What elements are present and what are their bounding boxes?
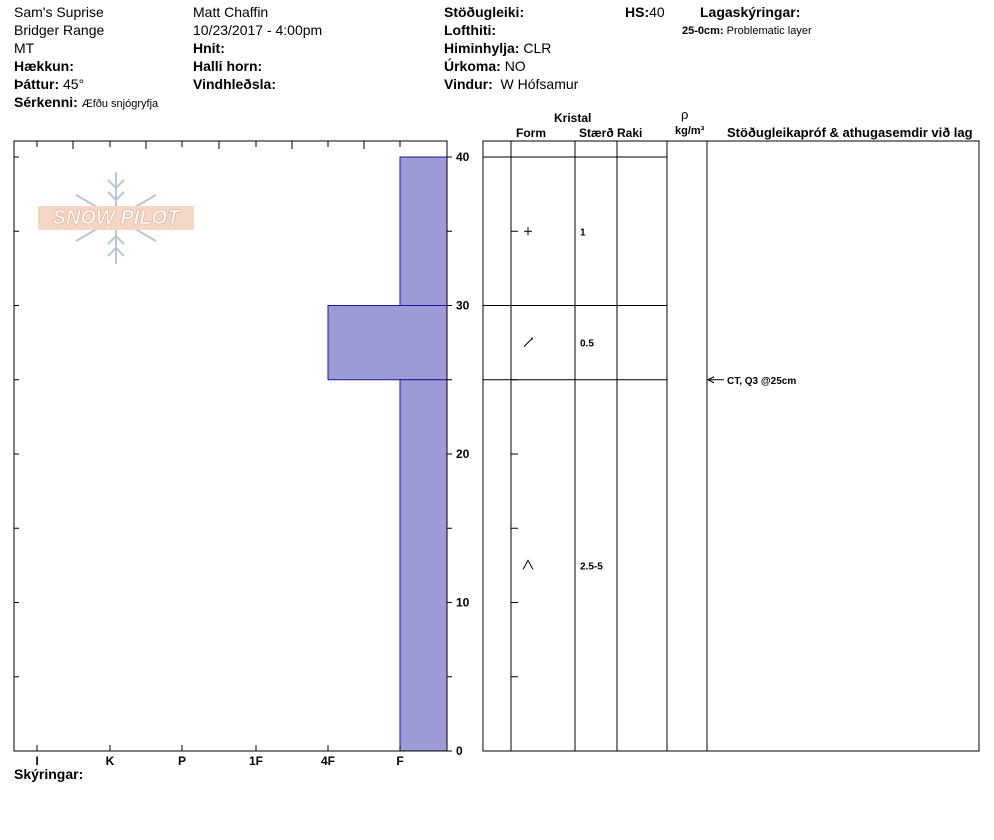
x-tick-label: I [35,754,38,768]
hs-row: HS:40 [625,4,665,20]
precip-label: Úrkoma: [444,58,501,74]
x-tick-label: P [178,754,186,768]
slope-label: Halli horn: [193,58,263,74]
wind-value: W Hófsamur [500,76,579,92]
sky-value: CLR [523,40,552,56]
aspect-value: 45° [63,76,85,92]
layer-notes-label: Lagaskýringar: [700,4,801,20]
crystal-size-value: 0.5 [580,339,594,350]
wind-loading-label: Vindhleðsla: [193,76,276,92]
sky-row: Himinhylja: CLR [444,40,551,56]
form-decomposed-icon [523,338,533,347]
observer-name: Matt Chaffin [193,4,269,20]
crystal-size-value: 2.5-5 [580,561,603,572]
layer-note: 25-0cm: Problematic layer [682,23,812,39]
sky-label: Himinhylja: [444,40,520,56]
form-depth-hoar-icon [522,559,534,570]
location-name: Sam's Suprise [14,4,104,20]
crystal-header: Kristal [554,111,592,125]
x-tick-label: K [106,754,115,768]
features-label: Sérkenni: [14,94,78,110]
logo-text: SNOW PILOT [38,206,194,230]
aspect-row: Þáttur: 45° [14,76,84,92]
test-arrow-head [706,376,715,384]
hardness-plot-frame [13,140,448,752]
layer-table-frame [482,140,980,752]
stability-test-header: Stöðugleikapróf & athugasemdir við lag [727,125,973,140]
x-tick-label: 1F [249,754,263,768]
y-tick-label: 0 [456,744,463,758]
notes-label: Skýringar: [14,766,84,782]
stability-test-label: CT, Q3 @25cm [727,376,796,387]
coords-label: Hnit: [193,40,225,56]
hardness-bar [399,379,448,752]
wind-label: Vindur: [444,76,493,92]
layer-note-text: Problematic layer [726,25,812,37]
features-row: Sérkenni: Æfðu snjógryfja [14,94,158,112]
density-symbol: ρ [681,107,689,122]
range-name: Bridger Range [14,22,105,38]
hs-label: HS: [625,4,650,20]
elevation-label: Hækkun: [14,58,74,74]
y-tick-label: 40 [456,150,470,164]
y-tick-label: 10 [456,596,470,610]
form-header: Form [516,126,546,140]
precip-row: Úrkoma: NO [444,58,526,74]
x-tick-label: 4F [321,754,335,768]
x-tick-label: F [396,754,403,768]
aspect-label: Þáttur: [14,76,60,92]
size-header: Stærð [579,126,614,140]
snowpilot-logo: SNOW PILOT [38,170,194,270]
state-name: MT [14,40,35,56]
layer-note-range: 25-0cm: [682,25,724,37]
observation-datetime: 10/23/2017 - 4:00pm [193,22,323,38]
form-decomposed-icon [531,337,533,340]
precip-value: NO [504,58,526,74]
hardness-bar [327,305,448,381]
crystal-size-value: 1 [580,227,586,238]
air-temp-label: Lofthiti: [444,22,497,38]
hs-value: 40 [649,4,665,20]
moisture-header: Raki [617,126,643,140]
y-tick-label: 30 [456,299,470,313]
density-unit: kg/m³ [675,125,705,137]
y-tick-label: 20 [456,447,470,461]
stability-label: Stöðugleiki: [444,4,525,20]
wind-row: Vindur: W Hófsamur [444,76,578,92]
hardness-bar [399,156,448,306]
features-value: Æfðu snjógryfja [81,98,159,110]
